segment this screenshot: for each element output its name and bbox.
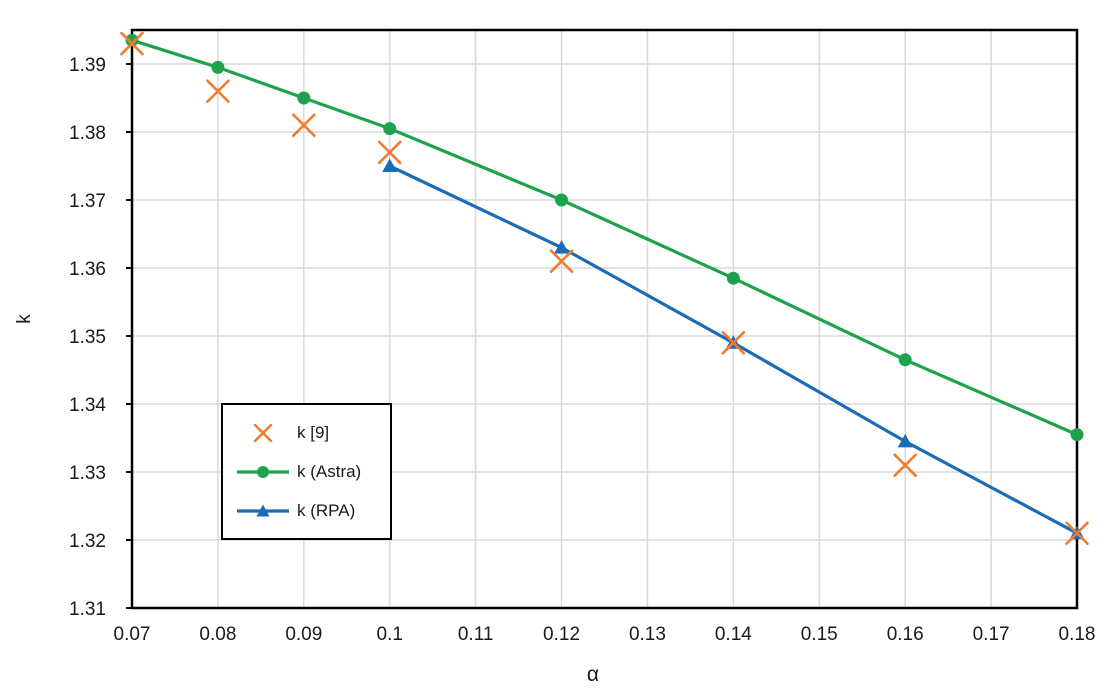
plot-border [130,28,1079,610]
x-tick-label: 0.14 [715,624,752,645]
x-tick-label: 0.08 [199,624,236,645]
x-tick-label: 0.17 [973,624,1010,645]
legend-item-k9: k [9] [235,423,386,443]
circle-marker-icon [726,271,740,285]
x-marker-icon [1065,521,1089,546]
x-tick-label: 0.18 [1059,624,1096,645]
y-tick-label: 1.37 [69,191,106,212]
x-marker-icon [721,330,746,355]
x-tick-label: 0.11 [458,624,494,645]
line-triangle-marker-icon [235,502,291,520]
circle-marker-icon [125,33,139,47]
legend-label-k9: k [9] [297,422,330,442]
legend-swatch [237,504,289,516]
x-marker-icon [377,140,402,165]
x-marker-icon [235,423,291,442]
series-line-k-astra- [130,38,1079,437]
x-marker-icon [549,249,574,274]
x-tick-label: 0.1 [377,624,403,645]
x-marker-icon [120,31,144,56]
circle-marker-icon [898,353,912,367]
y-tick-label: 1.38 [69,123,106,144]
y-tick-label: 1.39 [69,55,106,76]
x-marker-icon [206,79,230,103]
markers-k-9- [120,31,1089,546]
triangle-marker-icon [554,240,570,254]
x-tick-label: 0.13 [629,624,666,645]
circle-marker-icon [297,91,311,105]
x-marker-icon [893,453,917,478]
y-tick-label: 1.33 [69,463,106,484]
x-tick-label: 0.16 [887,624,924,645]
triangle-marker-icon [256,504,270,516]
legend-label-k-astra: k (Astra) [297,461,362,481]
markers-k-astra- [125,33,1084,442]
y-tick-marks [126,63,132,609]
x-tick-label: 0.12 [543,624,580,645]
legend-item-k-astra: k (Astra) [235,462,386,482]
x-tick-label: 0.09 [285,624,322,645]
circle-marker-icon [257,465,269,478]
circle-marker-icon [211,60,225,74]
legend-label-k-rpa: k (RPA) [297,500,356,520]
y-tick-label: 1.32 [69,531,106,552]
y-tick-labels: 1.31 1.32 1.33 1.34 1.35 1.36 1.37 1.38 1.39 [69,55,106,620]
y-tick-label: 1.36 [69,259,106,280]
x-tick-label: 0.07 [114,624,151,645]
x-tick-labels: 0.07 0.08 0.09 0.1 0.11 0.12 0.13 0.14 0.15 0.16 0… [114,624,1096,645]
x-tick-label: 0.15 [801,624,838,645]
triangle-marker-icon [897,433,913,448]
circle-marker-icon [555,193,569,207]
line-circle-marker-icon [235,463,291,481]
legend-item-k-rpa: k (RPA) [235,501,386,521]
legend: k [9] k (Astra) k (RPA) [221,403,392,540]
circle-marker-icon [383,122,397,136]
series-markers [120,31,1089,546]
circle-marker-icon [1070,428,1084,442]
y-tick-label: 1.35 [69,327,106,348]
x-marker-icon [292,113,316,137]
y-tick-label: 1.34 [69,395,106,416]
x-marker-icon [253,423,273,442]
x-axis-title: α [586,663,600,686]
y-axis-title: k [14,314,35,324]
y-tick-label: 1.31 [69,599,106,620]
legend-swatch [253,423,273,442]
triangle-marker-icon [382,158,398,172]
legend-swatch [237,465,289,478]
